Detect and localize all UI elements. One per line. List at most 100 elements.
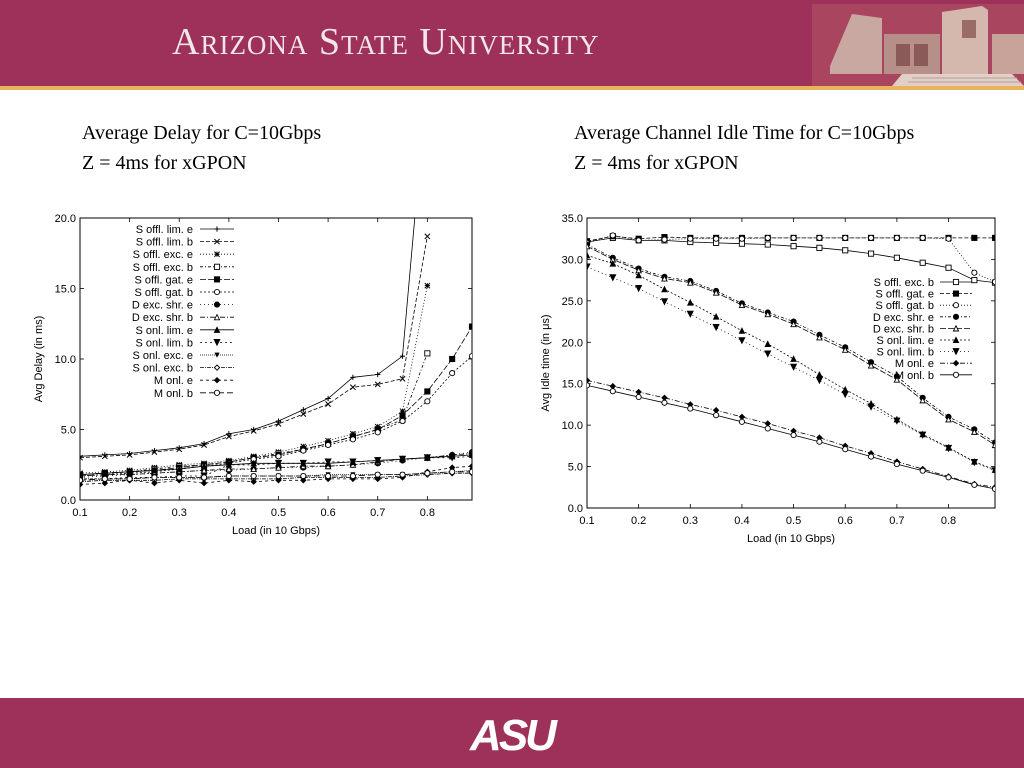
svg-text:ASU: ASU: [469, 711, 558, 758]
delay-data-point: [424, 233, 431, 240]
delay-data-point: [399, 471, 406, 478]
delay-series-s-offl-lim-b: [80, 233, 431, 461]
delay-data-point: [201, 442, 208, 448]
delay-data-point: [275, 463, 282, 471]
delay-data-point: [300, 447, 307, 454]
delay-data-point: [275, 477, 282, 484]
delay-y-tick-label: 15.0: [55, 284, 76, 296]
delay-data-point: [449, 370, 456, 377]
delay-data-point: [374, 381, 381, 388]
header-stripe: [0, 86, 1024, 90]
delay-x-tick-label: 0.8: [420, 507, 435, 519]
delay-data-point: [226, 431, 232, 437]
delay-y-axis-label: Avg Delay (in ms): [33, 316, 45, 403]
delay-data-point: [325, 395, 331, 402]
delay-legend-label: S onl. lim. e: [136, 325, 193, 337]
delay-data-point: [325, 472, 332, 480]
delay-data-point: [424, 388, 431, 395]
delay-x-tick-label: 0.4: [221, 507, 236, 519]
delay-data-point: [424, 350, 431, 357]
delay-data-point: [151, 474, 158, 481]
delay-data-point: [349, 436, 356, 443]
footer-bar: [0, 698, 1024, 768]
delay-legend-marker: [214, 238, 220, 245]
delay-data-point: [250, 478, 257, 485]
delay-data-point: [225, 465, 233, 473]
university-wordmark: Arizona State University: [172, 21, 600, 63]
delay-legend-label: M onl. e: [154, 375, 193, 387]
delay-y-tick-label: 5.0: [61, 425, 76, 437]
delay-data-point: [300, 472, 307, 480]
delay-data-point: [126, 475, 133, 482]
delay-data-point: [250, 427, 257, 434]
right-chart-heading: Average Channel Idle Time for C=10Gbps Z…: [574, 118, 914, 178]
delay-data-point: [374, 457, 382, 465]
delay-data-point: [275, 472, 282, 480]
delay-legend-marker: [213, 301, 221, 308]
delay-data-point: [275, 453, 282, 460]
delay-data-point: [398, 455, 407, 463]
delay-data-point: [300, 407, 306, 413]
delay-data-point: [424, 398, 431, 405]
delay-data-point: [468, 468, 472, 475]
delay-x-tick-label: 0.3: [172, 507, 187, 519]
delay-x-tick-label: 0.5: [271, 507, 286, 519]
delay-x-tick-label: 0.2: [122, 507, 137, 519]
delay-data-point: [449, 355, 456, 363]
delay-data-point: [374, 429, 381, 436]
delay-data-point: [399, 353, 406, 359]
delay-data-point: [349, 472, 356, 480]
delay-data-point: [349, 384, 356, 391]
delay-legend-label: M onl. b: [154, 388, 193, 400]
delay-x-tick-label: 0.1: [72, 507, 87, 519]
delay-data-point: [350, 374, 356, 380]
right-heading-line1: Average Channel Idle Time for C=10Gbps: [574, 122, 915, 144]
delay-legend-marker: [213, 276, 221, 283]
delay-data-point: [80, 477, 84, 484]
delay-legend-label: S onl. exc. b: [132, 363, 193, 375]
delay-legend-marker: [213, 338, 221, 347]
delay-data-point: [468, 353, 472, 360]
campus-building-image: [812, 4, 1024, 86]
delay-legend-label: D exc. shr. e: [132, 300, 193, 312]
delay-data-point: [399, 375, 406, 382]
delay-data-point: [468, 452, 472, 461]
delay-data-point: [300, 411, 307, 417]
delay-data-point: [424, 470, 431, 477]
delay-legend-marker: [214, 352, 220, 358]
delay-data-point: [101, 453, 108, 460]
delay-data-point: [175, 465, 183, 473]
delay-data-point: [424, 282, 431, 289]
delay-data-point: [425, 74, 430, 79]
delay-data-point: [399, 412, 406, 419]
delay-legend-marker: [214, 226, 220, 232]
delay-legend-label: D exc. shr. b: [132, 312, 193, 324]
delay-y-tick-label: 0.0: [61, 495, 76, 507]
delay-data-point: [325, 401, 332, 408]
delay-data-point: [151, 449, 158, 456]
delay-data-point: [151, 479, 158, 487]
delay-data-point: [275, 418, 282, 424]
delay-series-s-onl-lim-b: [80, 452, 472, 483]
delay-data-point: [274, 459, 283, 468]
right-heading-line2: Z = 4ms for xGPON: [574, 152, 739, 174]
delay-data-point: [449, 468, 456, 475]
delay-data-point: [101, 479, 109, 487]
delay-x-tick-label: 0.6: [320, 507, 335, 519]
delay-legend-label: S offl. lim. e: [136, 224, 193, 236]
delay-data-point: [200, 479, 208, 487]
delay-legend-marker: [213, 376, 221, 384]
delay-legend-marker: [213, 263, 221, 270]
delay-data-point: [126, 451, 133, 458]
delay-data-point: [468, 323, 472, 330]
delay-legend-marker: [213, 313, 221, 321]
delay-data-point: [300, 477, 307, 484]
delay-data-point: [423, 454, 431, 462]
delay-data-point: [151, 466, 158, 474]
delay-legend-label: S offl. exc. b: [133, 262, 193, 274]
delay-legend-label: S offl. gat. e: [134, 274, 193, 286]
delay-data-point: [176, 474, 183, 481]
delay-legend-marker: [213, 326, 221, 333]
delay-data-point: [225, 433, 232, 440]
